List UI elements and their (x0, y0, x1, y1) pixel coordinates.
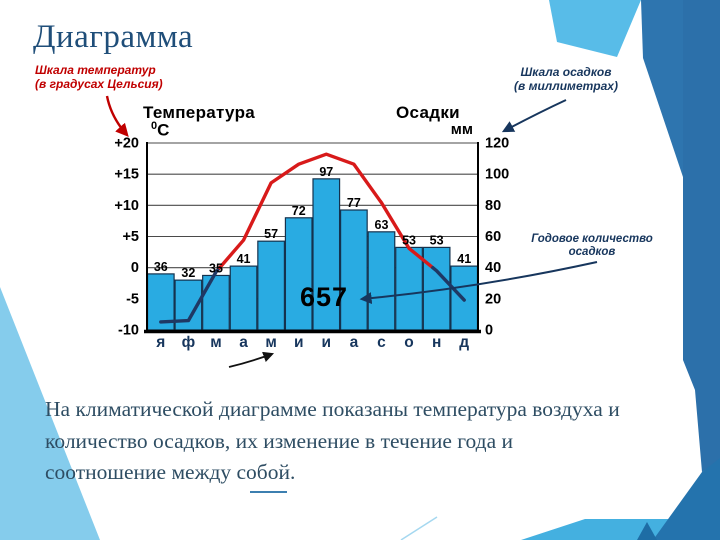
precip-scale-note: Шкала осадков (в миллиметрах) (498, 65, 634, 93)
right-axis-tick: 0 (485, 323, 493, 339)
annual-precip-note-line1: Годовое количество (531, 233, 653, 245)
temperature-unit-label: 0C (151, 120, 169, 141)
month-pointer-arrow (228, 351, 275, 368)
month-label: с (377, 334, 386, 351)
bar-value-label: 53 (430, 233, 444, 247)
temp-scale-note-line1: Шкала температур (35, 63, 156, 77)
precip-bar (229, 265, 258, 331)
left-axis-tick: +20 (114, 136, 139, 152)
right-edge-strip (683, 0, 720, 472)
corner-shape-top-light (549, 0, 641, 57)
annual-total-arrow (359, 261, 598, 305)
right-axis-tick: 100 (485, 167, 509, 183)
month-label: д (459, 334, 469, 351)
left-axis-tick: +10 (114, 198, 139, 214)
bottom-small-triangle (637, 522, 657, 540)
bar-value-label: 41 (457, 252, 471, 266)
month-label: м (210, 334, 221, 351)
month-label: и (294, 334, 304, 351)
precip-scale-note-line1: Шкала осадков (520, 65, 612, 79)
bar-value-label: 36 (154, 260, 168, 274)
precipitation-axis-header: Осадки (396, 103, 460, 122)
bar-value-label: 53 (402, 233, 416, 247)
precip-bar (257, 240, 286, 331)
month-label: н (432, 334, 441, 351)
annual-precip-note-line2: осадков (568, 246, 616, 258)
bar-value-label: 32 (181, 266, 195, 280)
bar-value-label: 63 (375, 218, 389, 232)
precip-bar (284, 217, 313, 331)
right-axis-tick: 40 (485, 260, 501, 276)
corner-shape-bottom-dark (653, 458, 720, 540)
left-axis-tick: +5 (122, 229, 139, 245)
precip-scale-arrow (501, 99, 567, 133)
temp-scale-arrow (105, 95, 129, 137)
month-label: и (322, 334, 332, 351)
bar-value-label: 41 (237, 252, 251, 266)
bar-value-label: 57 (264, 227, 278, 241)
precipitation-unit-label: мм (450, 121, 473, 138)
temp-scale-note: Шкала температур (в градусах Цельсия) (35, 63, 163, 91)
right-axis-tick: 20 (485, 291, 501, 307)
precip-scale-note-line2: (в миллиметрах) (514, 78, 618, 93)
corner-shape-bottom-left (0, 287, 100, 540)
left-axis-tick: 0 (131, 260, 139, 276)
month-label: а (350, 334, 359, 351)
temperature-line-segment (431, 266, 466, 302)
body-paragraph: На климатической диаграмме показаны темп… (45, 394, 620, 489)
month-label: м (265, 334, 276, 351)
temperature-unit-sup: 0 (151, 120, 158, 132)
bar-value-label: 35 (209, 261, 223, 275)
right-axis-tick: 80 (485, 198, 501, 214)
body-line-2: количество осадков, их изменение в течен… (45, 428, 514, 453)
temperature-line-segment (217, 152, 435, 270)
precip-bar (367, 231, 396, 331)
month-label: ф (182, 334, 196, 351)
right-axis-tick: 120 (485, 136, 509, 152)
left-axis-tick: -10 (118, 323, 139, 339)
temperature-line-segment (159, 266, 222, 324)
annual-total-value: 657 (300, 282, 348, 312)
temp-scale-note-line2: (в градусах Цельсия) (35, 76, 163, 91)
chart-plot-area: 36 32 35 41 57 72 97 77 63 53 53 41 +20 +15 +10 +5 0 -5 -1… (114, 136, 509, 352)
bar-value-label: 97 (319, 165, 333, 179)
left-axis-tick: -5 (126, 291, 139, 307)
precip-bar (202, 274, 230, 331)
body-line-3: соотношение между собой. (45, 460, 296, 484)
slide-title: Диаграмма (33, 19, 194, 55)
right-axis-tick: 60 (485, 229, 501, 245)
temperature-unit-main: C (157, 120, 170, 140)
precip-bar (312, 178, 341, 331)
left-axis-tick: +15 (114, 167, 139, 183)
bar-value-label: 77 (347, 196, 361, 210)
month-label: я (156, 334, 165, 351)
month-label: о (404, 334, 413, 351)
corner-shape-top-dark (641, 0, 683, 177)
body-line-1: На климатической диаграмме показаны темп… (45, 397, 620, 421)
thin-diagonal-accent (400, 516, 438, 540)
precip-bar (395, 246, 423, 331)
bar-value-label: 72 (292, 204, 306, 218)
annual-precip-note: Годовое количество осадков (516, 233, 668, 259)
month-label: а (239, 334, 248, 351)
temperature-axis-header: Температура (143, 103, 256, 122)
precip-bar (339, 209, 368, 331)
